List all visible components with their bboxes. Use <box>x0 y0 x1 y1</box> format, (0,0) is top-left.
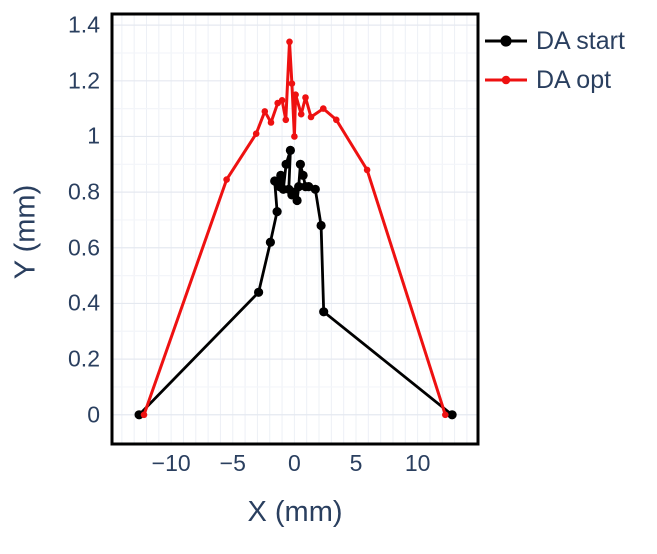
x-tick-label: −5 <box>219 450 246 476</box>
legend-item-da-start: DA start <box>484 26 625 56</box>
y-tick-label: 0 <box>87 401 100 428</box>
data-point <box>292 195 302 206</box>
data-point <box>261 108 269 115</box>
legend-line-sample <box>485 75 527 85</box>
data-point <box>265 237 275 247</box>
data-point <box>363 166 371 174</box>
data-point <box>276 170 286 180</box>
data-point <box>295 159 305 169</box>
data-point <box>292 91 299 98</box>
y-tick-label: 1.4 <box>68 11 100 38</box>
data-point <box>134 410 144 420</box>
data-point <box>267 119 275 126</box>
data-point <box>302 94 309 101</box>
data-point <box>278 97 286 104</box>
x-tick-label: 0 <box>287 450 301 476</box>
data-point <box>307 113 315 121</box>
data-point <box>319 307 329 317</box>
data-point <box>447 410 457 420</box>
data-point <box>310 184 320 194</box>
data-point <box>286 38 293 46</box>
data-point <box>316 220 326 231</box>
y-tick-label: 0.2 <box>68 345 100 372</box>
y-tick-label: 0.6 <box>68 234 100 261</box>
legend-line-sample <box>485 35 527 47</box>
plot-frame <box>110 12 480 446</box>
legend-item-da-opt: DA opt <box>484 65 625 95</box>
data-point <box>272 207 282 217</box>
data-point <box>254 287 264 297</box>
legend: DA start DA opt <box>484 26 625 95</box>
data-point <box>333 116 340 124</box>
y-axis-title: Y (mm) <box>9 184 42 280</box>
data-point <box>297 110 305 118</box>
legend-label: DA opt <box>536 65 612 94</box>
data-point <box>140 411 148 419</box>
data-point <box>442 411 449 419</box>
y-tick-label: 0.8 <box>68 178 100 205</box>
x-tick-label: 5 <box>349 450 363 476</box>
data-point <box>281 159 291 169</box>
data-point <box>223 176 230 183</box>
data-point <box>252 130 260 137</box>
data-point <box>291 133 298 140</box>
y-tick-label: 1 <box>87 122 100 149</box>
legend-label: DA start <box>536 26 625 55</box>
data-point <box>294 182 304 192</box>
data-point <box>282 116 290 124</box>
data-point <box>298 170 308 180</box>
data-point <box>285 145 295 155</box>
y-tick-label: 0.4 <box>68 289 100 316</box>
x-axis-title: X (mm) <box>247 496 343 528</box>
x-tick-label: −10 <box>151 450 191 476</box>
data-point <box>288 80 296 87</box>
data-point <box>320 105 327 112</box>
x-tick-label: 10 <box>404 450 431 476</box>
y-tick-label: 1.2 <box>68 67 100 94</box>
